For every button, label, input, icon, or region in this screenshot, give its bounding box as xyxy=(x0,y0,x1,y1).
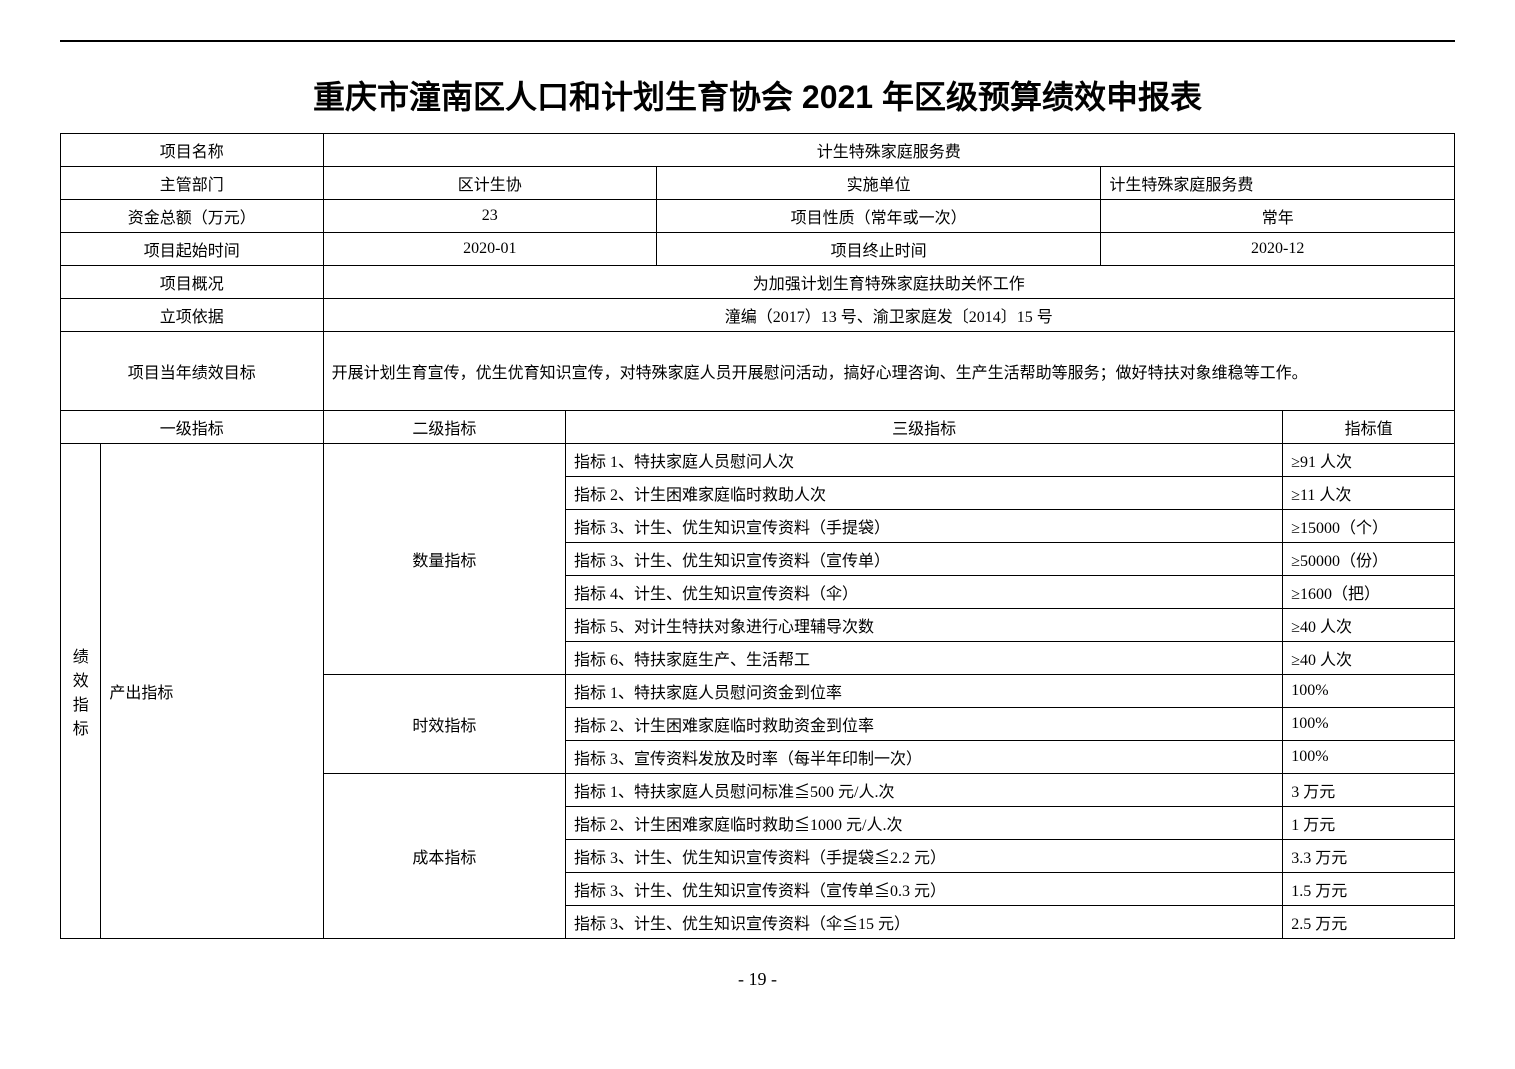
label-start-time: 项目起始时间 xyxy=(61,233,324,266)
label-nature: 项目性质（常年或一次） xyxy=(656,200,1100,233)
row-t2-v: 100% xyxy=(1283,708,1455,741)
table-row: 资金总额（万元） 23 项目性质（常年或一次） 常年 xyxy=(61,200,1455,233)
row-q7-v: ≥40 人次 xyxy=(1283,642,1455,675)
table-row: 项目名称 计生特殊家庭服务费 xyxy=(61,134,1455,167)
val-overview: 为加强计划生育特殊家庭扶助关怀工作 xyxy=(323,266,1454,299)
table-row: 项目概况 为加强计划生育特殊家庭扶助关怀工作 xyxy=(61,266,1455,299)
row-q4-t: 指标 3、计生、优生知识宣传资料（宣传单） xyxy=(566,543,1283,576)
val-goal: 开展计划生育宣传，优生优育知识宣传，对特殊家庭人员开展慰问活动，搞好心理咨询、生… xyxy=(323,332,1454,411)
table-row: 项目起始时间 2020-01 项目终止时间 2020-12 xyxy=(61,233,1455,266)
row-t3-t: 指标 3、宣传资料发放及时率（每半年印制一次） xyxy=(566,741,1283,774)
row-q2-t: 指标 2、计生困难家庭临时救助人次 xyxy=(566,477,1283,510)
table-row: 主管部门 区计生协 实施单位 计生特殊家庭服务费 xyxy=(61,167,1455,200)
cat-qty: 数量指标 xyxy=(323,444,565,675)
label-goal: 项目当年绩效目标 xyxy=(61,332,324,411)
val-project-name: 计生特殊家庭服务费 xyxy=(323,134,1454,167)
row-t3-v: 100% xyxy=(1283,741,1455,774)
top-rule xyxy=(60,40,1455,42)
row-c4-t: 指标 3、计生、优生知识宣传资料（宣传单≦0.3 元） xyxy=(566,873,1283,906)
val-dept: 区计生协 xyxy=(323,167,656,200)
label-basis: 立项依据 xyxy=(61,299,324,332)
row-c4-v: 1.5 万元 xyxy=(1283,873,1455,906)
table-row: 立项依据 潼编（2017）13 号、渝卫家庭发〔2014〕15 号 xyxy=(61,299,1455,332)
row-t2-t: 指标 2、计生困难家庭临时救助资金到位率 xyxy=(566,708,1283,741)
val-impl-unit: 计生特殊家庭服务费 xyxy=(1101,167,1455,200)
row-c3-t: 指标 3、计生、优生知识宣传资料（手提袋≦2.2 元） xyxy=(566,840,1283,873)
label-overview: 项目概况 xyxy=(61,266,324,299)
label-impl-unit: 实施单位 xyxy=(656,167,1100,200)
row-c2-t: 指标 2、计生困难家庭临时救助≦1000 元/人.次 xyxy=(566,807,1283,840)
row-q1-v: ≥91 人次 xyxy=(1283,444,1455,477)
row-t1-v: 100% xyxy=(1283,675,1455,708)
row-q1-t: 指标 1、特扶家庭人员慰问人次 xyxy=(566,444,1283,477)
row-q7-t: 指标 6、特扶家庭生产、生活帮工 xyxy=(566,642,1283,675)
label-dept: 主管部门 xyxy=(61,167,324,200)
cat-cost: 成本指标 xyxy=(323,774,565,939)
label-project-name: 项目名称 xyxy=(61,134,324,167)
row-q3-t: 指标 3、计生、优生知识宣传资料（手提袋） xyxy=(566,510,1283,543)
row-c5-v: 2.5 万元 xyxy=(1283,906,1455,939)
label-l3: 三级指标 xyxy=(566,411,1283,444)
label-l2: 二级指标 xyxy=(323,411,565,444)
budget-table: 项目名称 计生特殊家庭服务费 主管部门 区计生协 实施单位 计生特殊家庭服务费 … xyxy=(60,133,1455,939)
row-q3-v: ≥15000（个） xyxy=(1283,510,1455,543)
cat-time: 时效指标 xyxy=(323,675,565,774)
cat-output: 产出指标 xyxy=(101,444,323,939)
row-q5-v: ≥1600（把） xyxy=(1283,576,1455,609)
row-c3-v: 3.3 万元 xyxy=(1283,840,1455,873)
row-q2-v: ≥11 人次 xyxy=(1283,477,1455,510)
page-title: 重庆市潼南区人口和计划生育协会 2021 年区级预算绩效申报表 xyxy=(60,72,1455,118)
row-c5-t: 指标 3、计生、优生知识宣传资料（伞≦15 元） xyxy=(566,906,1283,939)
table-row: 项目当年绩效目标 开展计划生育宣传，优生优育知识宣传，对特殊家庭人员开展慰问活动… xyxy=(61,332,1455,411)
label-val: 指标值 xyxy=(1283,411,1455,444)
label-l1: 一级指标 xyxy=(61,411,324,444)
row-q6-v: ≥40 人次 xyxy=(1283,609,1455,642)
table-row: 绩效指标 产出指标 数量指标 指标 1、特扶家庭人员慰问人次 ≥91 人次 xyxy=(61,444,1455,477)
row-q5-t: 指标 4、计生、优生知识宣传资料（伞） xyxy=(566,576,1283,609)
row-c1-t: 指标 1、特扶家庭人员慰问标准≦500 元/人.次 xyxy=(566,774,1283,807)
label-amount: 资金总额（万元） xyxy=(61,200,324,233)
val-amount: 23 xyxy=(323,200,656,233)
page-number: - 19 - xyxy=(60,969,1455,990)
table-row: 一级指标 二级指标 三级指标 指标值 xyxy=(61,411,1455,444)
row-t1-t: 指标 1、特扶家庭人员慰问资金到位率 xyxy=(566,675,1283,708)
val-start-time: 2020-01 xyxy=(323,233,656,266)
label-end-time: 项目终止时间 xyxy=(656,233,1100,266)
row-c2-v: 1 万元 xyxy=(1283,807,1455,840)
row-q6-t: 指标 5、对计生特扶对象进行心理辅导次数 xyxy=(566,609,1283,642)
row-q4-v: ≥50000（份） xyxy=(1283,543,1455,576)
val-end-time: 2020-12 xyxy=(1101,233,1455,266)
val-basis: 潼编（2017）13 号、渝卫家庭发〔2014〕15 号 xyxy=(323,299,1454,332)
val-nature: 常年 xyxy=(1101,200,1455,233)
label-perf: 绩效指标 xyxy=(61,444,101,939)
row-c1-v: 3 万元 xyxy=(1283,774,1455,807)
